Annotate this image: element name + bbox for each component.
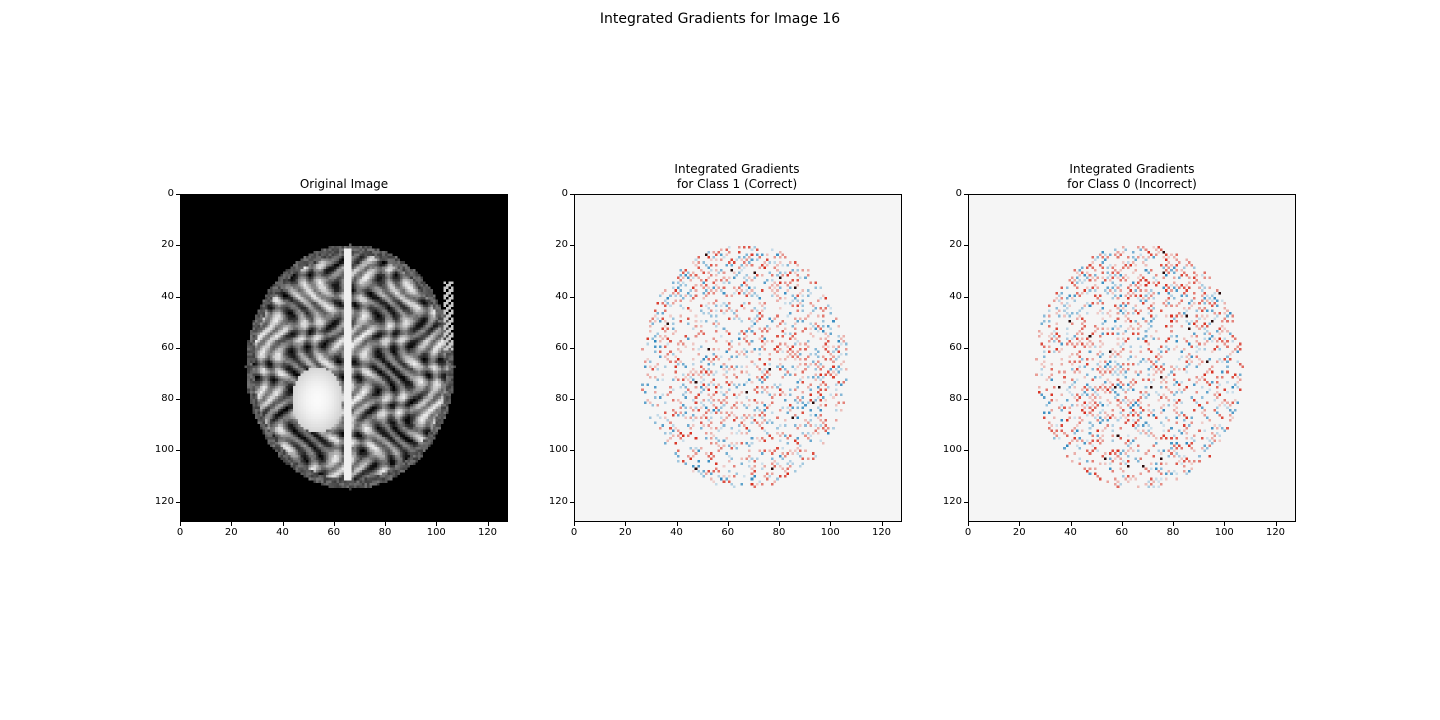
x-tick-label: 100: [426, 527, 446, 538]
x-tick-mark: [282, 522, 284, 526]
panel-title-class0: Integrated Gradients for Class 0 (Incorr…: [967, 162, 1297, 192]
y-tick-mark: [570, 245, 574, 247]
x-tick-mark: [1121, 522, 1123, 526]
original-image-axes: [180, 194, 508, 522]
x-tick-label: 20: [224, 527, 238, 538]
y-tick-mark: [964, 296, 968, 298]
panel-title-line: for Class 1 (Correct): [676, 177, 798, 191]
y-tick-mark: [176, 245, 180, 247]
x-tick-mark: [436, 522, 438, 526]
x-tick-label: 40: [1064, 527, 1077, 538]
y-tick-label: 20: [949, 239, 962, 251]
x-tick-mark: [676, 522, 678, 526]
y-tick-label: 120: [548, 495, 568, 507]
y-tick-label: 80: [949, 393, 962, 404]
x-tick-label: 40: [670, 527, 683, 538]
y-tick-mark: [176, 399, 180, 400]
y-tick-mark: [570, 399, 574, 400]
class1-attribution-heatmap: [575, 195, 901, 521]
x-tick-label: 100: [1214, 527, 1234, 538]
x-tick-mark: [830, 522, 832, 526]
y-tick-label: 20: [555, 239, 568, 251]
x-tick-mark: [574, 522, 575, 526]
y-tick-mark: [964, 194, 968, 195]
y-tick-mark: [176, 347, 180, 349]
x-tick-mark: [180, 522, 181, 526]
y-tick-mark: [964, 501, 968, 503]
panel-title-class1: Integrated Gradients for Class 1 (Correc…: [572, 162, 902, 192]
class0-attribution-axes: [968, 194, 1296, 522]
y-tick-label: 120: [154, 495, 174, 507]
y-tick-mark: [176, 296, 180, 298]
x-tick-label: 120: [477, 527, 498, 538]
x-tick-mark: [1224, 522, 1226, 526]
x-tick-mark: [487, 522, 489, 526]
figure-suptitle: Integrated Gradients for Image 16: [599, 11, 841, 27]
y-tick-mark: [570, 194, 574, 195]
panel-title-original: Original Image: [179, 177, 509, 192]
x-tick-mark: [385, 522, 386, 526]
x-tick-mark: [968, 522, 969, 526]
panel-title-line: for Class 0 (Incorrect): [1067, 177, 1197, 191]
x-tick-mark: [881, 522, 883, 526]
y-tick-mark: [964, 245, 968, 247]
y-tick-mark: [570, 501, 574, 503]
y-tick-mark: [176, 450, 180, 452]
x-tick-mark: [1173, 522, 1174, 526]
class0-attribution-heatmap: [969, 195, 1295, 521]
x-tick-label: 20: [1012, 527, 1026, 538]
original-image-heatmap: [181, 195, 507, 521]
x-tick-label: 0: [176, 527, 184, 538]
y-tick-label: 100: [548, 444, 568, 456]
y-tick-mark: [570, 296, 574, 298]
y-tick-mark: [964, 450, 968, 452]
x-tick-label: 0: [964, 527, 972, 538]
y-tick-label: 60: [161, 341, 174, 353]
panel-title-line: Integrated Gradients: [1069, 162, 1195, 176]
x-tick-label: 100: [820, 527, 840, 538]
y-tick-label: 0: [561, 188, 568, 199]
x-tick-label: 80: [1166, 527, 1180, 538]
y-tick-mark: [570, 450, 574, 452]
x-tick-label: 80: [772, 527, 786, 538]
y-tick-label: 40: [161, 290, 174, 302]
y-tick-label: 100: [942, 444, 962, 456]
panel-title-line: Integrated Gradients: [674, 162, 800, 176]
y-tick-label: 40: [949, 290, 962, 302]
y-tick-label: 40: [555, 290, 568, 302]
y-tick-label: 20: [161, 239, 174, 251]
x-tick-label: 80: [378, 527, 392, 538]
x-tick-mark: [1070, 522, 1072, 526]
y-tick-label: 80: [161, 393, 174, 404]
y-tick-mark: [964, 399, 968, 400]
class1-attribution-axes: [574, 194, 902, 522]
x-tick-mark: [231, 522, 233, 526]
x-tick-mark: [1019, 522, 1021, 526]
x-tick-label: 40: [276, 527, 289, 538]
x-tick-label: 120: [871, 527, 892, 538]
y-tick-label: 0: [167, 188, 174, 199]
y-tick-label: 100: [154, 444, 174, 456]
y-tick-label: 120: [942, 495, 962, 507]
y-tick-label: 0: [955, 188, 962, 199]
y-tick-label: 60: [949, 341, 962, 353]
x-tick-label: 20: [618, 527, 632, 538]
y-tick-mark: [176, 194, 180, 195]
panel-title-line: Original Image: [299, 177, 389, 191]
x-tick-mark: [727, 522, 729, 526]
y-tick-label: 80: [555, 393, 568, 404]
y-tick-label: 60: [555, 341, 568, 353]
x-tick-mark: [625, 522, 627, 526]
x-tick-mark: [333, 522, 335, 526]
x-tick-label: 60: [327, 527, 341, 538]
x-tick-label: 120: [1265, 527, 1286, 538]
y-tick-mark: [964, 347, 968, 349]
x-tick-mark: [1275, 522, 1277, 526]
x-tick-mark: [779, 522, 780, 526]
y-tick-mark: [176, 501, 180, 503]
x-tick-label: 60: [721, 527, 735, 538]
x-tick-label: 60: [1115, 527, 1129, 538]
x-tick-label: 0: [570, 527, 578, 538]
y-tick-mark: [570, 347, 574, 349]
